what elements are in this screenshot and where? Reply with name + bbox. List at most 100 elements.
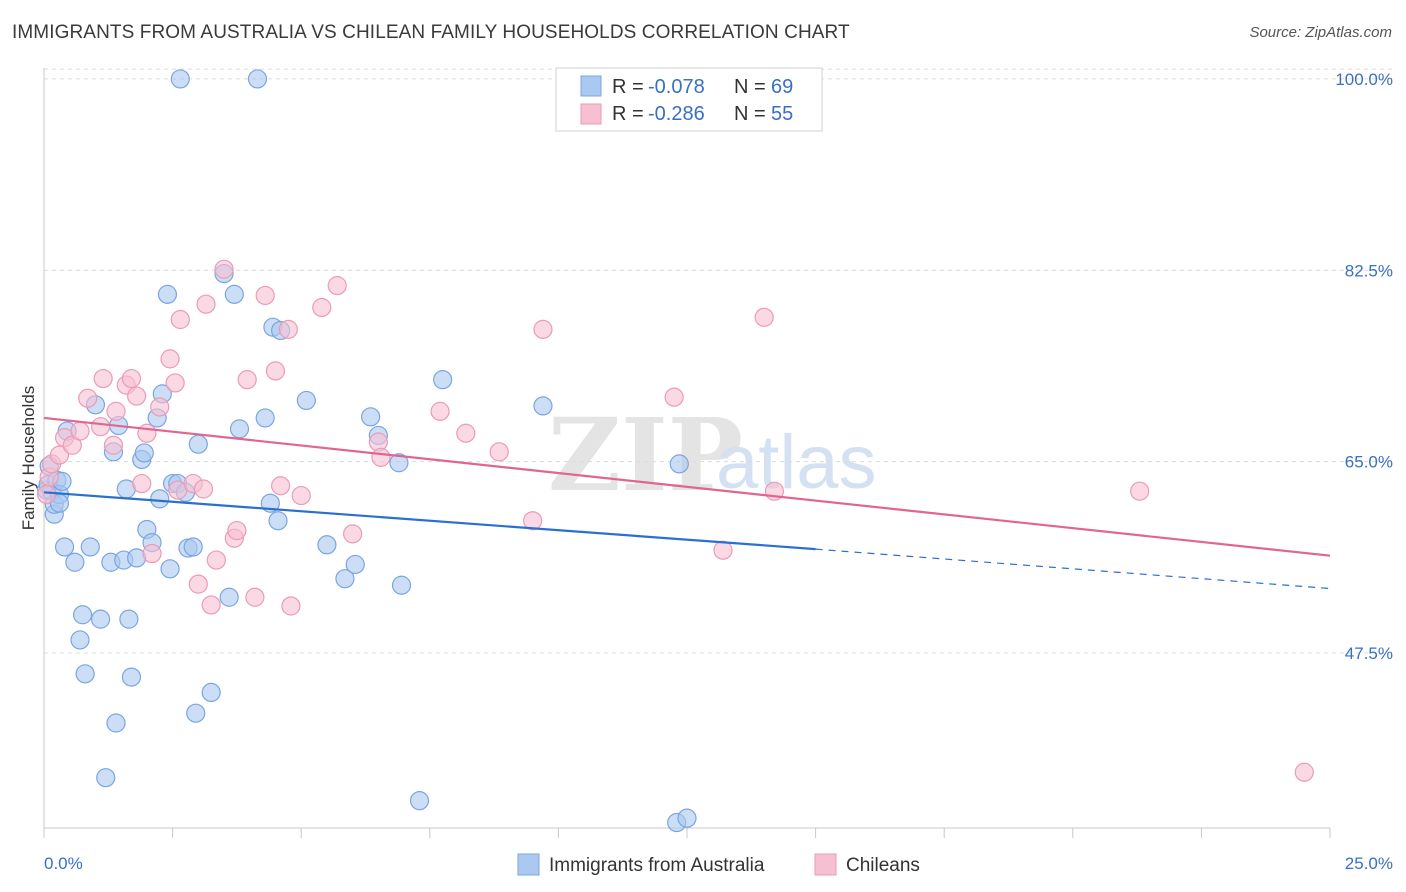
stats-blue-swatch xyxy=(580,75,602,97)
point-chileans xyxy=(343,524,363,544)
watermark-atlas: atlas xyxy=(716,420,877,505)
point-chileans xyxy=(713,540,733,560)
point-chileans xyxy=(36,484,57,505)
x-tick-label-max: 25.0% xyxy=(1345,854,1393,873)
point-chileans xyxy=(430,401,450,421)
point-australia xyxy=(389,453,409,473)
point-chileans xyxy=(533,319,553,339)
point-chileans xyxy=(1130,481,1150,501)
point-chileans xyxy=(265,361,286,381)
point-chileans xyxy=(523,511,543,531)
point-chileans xyxy=(371,447,391,467)
source-label: Source: ZipAtlas.com xyxy=(1249,24,1392,41)
legend-label-chileans: Chileans xyxy=(846,855,920,876)
point-australia xyxy=(317,535,337,555)
y-tick-label: 100.0% xyxy=(1335,70,1393,89)
axes xyxy=(43,68,1331,838)
stats-pink-r-value: -0.286 xyxy=(648,103,705,125)
point-chileans xyxy=(49,445,70,465)
point-australia xyxy=(433,370,453,390)
point-australia xyxy=(170,69,190,89)
trendline-chileans xyxy=(43,416,1331,557)
y-tick-label: 82.5% xyxy=(1345,261,1393,280)
point-chileans xyxy=(150,397,170,417)
point-chileans xyxy=(70,421,90,441)
point-australia xyxy=(345,554,365,575)
point-chileans xyxy=(132,473,152,494)
point-chileans xyxy=(201,595,221,615)
point-chileans xyxy=(106,401,126,421)
point-australia xyxy=(72,605,93,625)
point-chileans xyxy=(489,442,509,462)
point-chileans xyxy=(237,370,257,390)
point-chileans xyxy=(456,423,476,443)
chart-legend: Immigrants from Australia Chileans xyxy=(517,853,920,876)
point-chileans xyxy=(160,349,180,369)
point-australia xyxy=(391,575,412,595)
point-australia xyxy=(90,609,111,629)
point-chileans xyxy=(754,307,774,327)
trend-lines xyxy=(43,416,1331,590)
point-chileans xyxy=(255,285,275,306)
stats-blue-n-label: N = xyxy=(734,76,766,98)
point-australia xyxy=(65,552,85,572)
point-chileans xyxy=(126,386,147,406)
point-australia xyxy=(533,396,553,416)
stats-pink-swatch xyxy=(580,103,602,125)
point-chileans xyxy=(1294,762,1314,782)
point-australia xyxy=(186,703,206,723)
point-chileans xyxy=(78,388,98,408)
point-australia xyxy=(296,390,316,411)
point-chileans xyxy=(121,368,142,389)
point-australia xyxy=(75,664,95,684)
point-chileans xyxy=(245,587,265,607)
point-chileans xyxy=(281,596,301,616)
point-australia xyxy=(80,537,100,557)
point-australia xyxy=(119,609,139,629)
trendline-australia xyxy=(43,491,816,551)
point-chileans xyxy=(142,543,162,564)
point-australia xyxy=(134,443,154,463)
point-australia xyxy=(96,768,116,788)
y-axis-title: Family Households xyxy=(19,386,38,531)
point-australia xyxy=(361,407,381,427)
point-chileans xyxy=(170,309,190,330)
point-australia xyxy=(54,537,75,557)
point-chileans xyxy=(137,423,157,443)
stats-pink-r-label: R = xyxy=(612,103,644,125)
point-chileans xyxy=(291,485,311,506)
y-tick-labels: 47.5% 65.0% 82.5% 100.0% xyxy=(1335,70,1393,663)
point-australia xyxy=(229,419,250,439)
watermark-zip: ZIP xyxy=(548,396,743,514)
trendline-australia-extension xyxy=(815,548,1331,590)
point-australia xyxy=(247,69,268,89)
stats-pink-n-label: N = xyxy=(734,103,766,125)
point-chileans xyxy=(90,417,111,437)
point-chileans xyxy=(664,387,684,407)
point-australia xyxy=(188,434,208,454)
stats-blue-r-label: R = xyxy=(612,76,644,98)
point-australia xyxy=(183,537,203,557)
point-australia xyxy=(70,630,90,650)
stats-blue-r-value: -0.078 xyxy=(648,76,705,98)
point-australia xyxy=(121,667,142,687)
point-chileans xyxy=(93,368,113,389)
point-chileans xyxy=(278,319,298,339)
stats-box: R = -0.078 N = 69 R = -0.286 N = 55 xyxy=(555,67,823,132)
point-chileans xyxy=(206,550,226,570)
point-chileans xyxy=(188,574,208,594)
x-tick-label-min: 0.0% xyxy=(44,854,83,873)
point-chileans xyxy=(271,476,291,496)
y-tick-label: 47.5% xyxy=(1345,644,1393,663)
grid-lines xyxy=(44,68,1392,654)
point-australia xyxy=(409,791,430,811)
point-australia xyxy=(335,569,355,589)
point-chileans xyxy=(327,276,347,296)
y-tick-label: 65.0% xyxy=(1345,453,1393,472)
legend-swatch-australia xyxy=(517,853,540,876)
legend-label-australia: Immigrants from Australia xyxy=(549,855,765,876)
point-australia xyxy=(201,682,221,703)
legend-swatch-chileans xyxy=(814,853,837,876)
point-chileans xyxy=(196,294,216,314)
